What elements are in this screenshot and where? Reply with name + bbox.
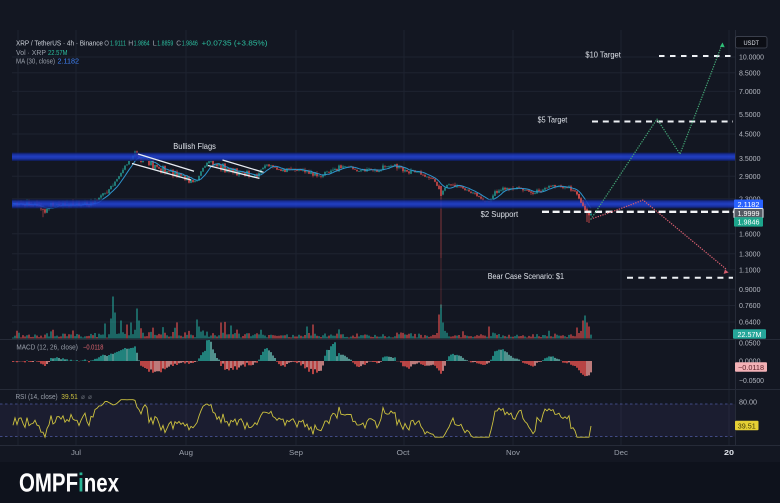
svg-text:1.6000: 1.6000 xyxy=(739,229,761,238)
svg-text:10.0000: 10.0000 xyxy=(739,53,764,62)
svg-text:−0.0500: −0.0500 xyxy=(739,376,764,385)
svg-text:5.5000: 5.5000 xyxy=(739,110,761,119)
svg-text:+0.0735 (+3.85%): +0.0735 (+3.85%) xyxy=(202,40,268,47)
svg-text:1.9111: 1.9111 xyxy=(110,40,126,47)
svg-text:Nov: Nov xyxy=(506,448,520,457)
svg-text:Bear Case Scenario: $1: Bear Case Scenario: $1 xyxy=(488,272,565,281)
svg-text:Dec: Dec xyxy=(614,448,628,457)
svg-text:2.3000: 2.3000 xyxy=(739,194,761,203)
svg-text:Sep: Sep xyxy=(289,448,303,457)
svg-text:0.7600: 0.7600 xyxy=(739,301,761,310)
svg-text:ø: ø xyxy=(81,394,85,401)
svg-text:$2 Support: $2 Support xyxy=(481,210,519,219)
svg-text:1.1000: 1.1000 xyxy=(739,265,761,274)
svg-text:0.0500: 0.0500 xyxy=(739,339,761,348)
svg-text:20: 20 xyxy=(724,448,734,457)
svg-text:1.8859: 1.8859 xyxy=(157,40,173,47)
svg-text:−0.0118: −0.0118 xyxy=(738,365,764,372)
svg-text:$5 Target: $5 Target xyxy=(538,115,568,124)
svg-text:7.0000: 7.0000 xyxy=(739,87,761,96)
svg-text:$10 Target: $10 Target xyxy=(585,50,621,59)
svg-text:80.00: 80.00 xyxy=(739,398,757,407)
svg-text:H: H xyxy=(128,40,133,47)
svg-text:1.9999: 1.9999 xyxy=(738,211,760,218)
svg-text:0.6400: 0.6400 xyxy=(739,318,761,327)
svg-text:Oct: Oct xyxy=(397,448,411,457)
svg-text:XRP / TetherUS · 4h · Binance: XRP / TetherUS · 4h · Binance xyxy=(16,40,103,47)
svg-text:22.57M: 22.57M xyxy=(48,50,68,57)
svg-text:Vol · XRP: Vol · XRP xyxy=(16,50,46,57)
svg-text:MACD (12, 26, close): MACD (12, 26, close) xyxy=(16,345,78,352)
svg-text:2.1182: 2.1182 xyxy=(738,202,760,209)
svg-text:MA (30, close): MA (30, close) xyxy=(16,58,55,65)
svg-text:L: L xyxy=(153,40,157,47)
svg-text:OMPFinex: OMPFinex xyxy=(19,468,119,498)
svg-text:1.3000: 1.3000 xyxy=(739,249,761,258)
svg-text:O: O xyxy=(104,40,109,47)
svg-text:4.5000: 4.5000 xyxy=(739,130,761,139)
svg-text:39.51: 39.51 xyxy=(738,423,756,430)
svg-text:0.0000: 0.0000 xyxy=(739,357,761,366)
svg-text:ø: ø xyxy=(88,394,92,401)
svg-text:0.9000: 0.9000 xyxy=(739,285,761,294)
svg-text:2.9000: 2.9000 xyxy=(739,172,761,181)
svg-text:39.51: 39.51 xyxy=(61,394,78,401)
svg-text:USDT: USDT xyxy=(744,40,760,47)
svg-text:Aug: Aug xyxy=(179,448,193,457)
svg-text:Bullish Flags: Bullish Flags xyxy=(173,142,216,151)
svg-text:Jul: Jul xyxy=(71,448,81,457)
svg-text:C: C xyxy=(176,40,181,47)
svg-text:RSI (14, close): RSI (14, close) xyxy=(16,394,58,401)
svg-text:−0.0118: −0.0118 xyxy=(83,345,104,352)
svg-text:1.9864: 1.9864 xyxy=(134,40,150,47)
svg-text:3.5000: 3.5000 xyxy=(739,154,761,163)
svg-text:2.1182: 2.1182 xyxy=(58,58,80,65)
svg-text:1.9846: 1.9846 xyxy=(182,40,198,47)
svg-text:1.9846: 1.9846 xyxy=(738,220,760,227)
svg-text:22.57M: 22.57M xyxy=(738,332,762,339)
svg-text:8.5000: 8.5000 xyxy=(739,68,761,77)
